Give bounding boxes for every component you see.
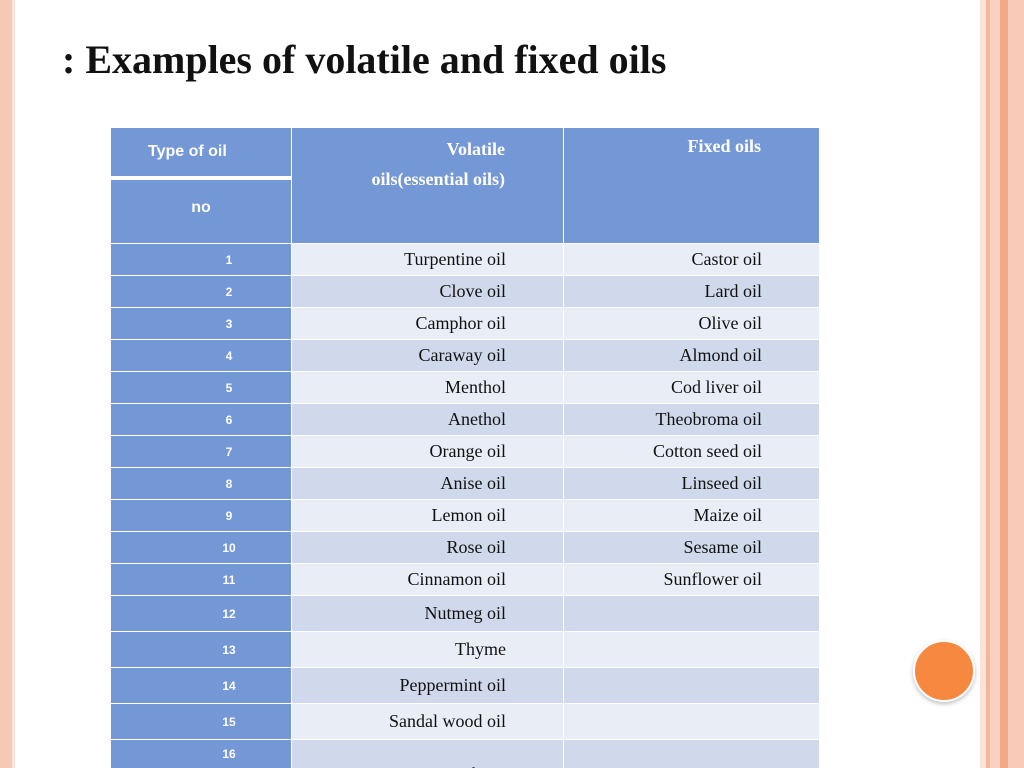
row-number: 2 xyxy=(110,275,292,308)
row-number: 12 xyxy=(110,595,292,632)
table-row: 16Terebene xyxy=(110,739,820,768)
fixed-oil-cell: Almond oil xyxy=(563,339,820,372)
fixed-oil-cell xyxy=(563,595,820,632)
volatile-oil-cell: Peppermint oil xyxy=(291,667,564,704)
volatile-oil-cell: Nutmeg oil xyxy=(291,595,564,632)
volatile-oil-cell: Clove oil xyxy=(291,275,564,308)
volatile-oil-cell: Terebene xyxy=(291,739,564,768)
fixed-oil-cell xyxy=(563,739,820,768)
table-row: 7 Orange oil Cotton seed oil xyxy=(110,435,820,468)
table-row: 10 Rose oil Sesame oil xyxy=(110,531,820,564)
row-number: 1 xyxy=(110,243,292,276)
table-header-row-2: no xyxy=(110,177,820,244)
volatile-oil-cell: Thyme xyxy=(291,631,564,668)
row-number: 13 xyxy=(110,631,292,668)
table-row: 6 Anethol Theobroma oil xyxy=(110,403,820,436)
row-number: 4 xyxy=(110,339,292,372)
row-number: 8 xyxy=(110,467,292,500)
volatile-oil-cell: Menthol xyxy=(291,371,564,404)
volatile-oil-cell: Anise oil xyxy=(291,467,564,500)
volatile-oil-cell: Cinnamon oil xyxy=(291,563,564,596)
fixed-oil-cell: Olive oil xyxy=(563,307,820,340)
table-row: 2 Clove oil Lard oil xyxy=(110,275,820,308)
table-row: 11 Cinnamon oil Sunflower oil xyxy=(110,563,820,596)
fixed-oil-cell: Sesame oil xyxy=(563,531,820,564)
table-row: 15 Sandal wood oil xyxy=(110,703,820,740)
table-row: 12 Nutmeg oil xyxy=(110,595,820,632)
orange-circle-decoration xyxy=(913,640,975,702)
row-number: 11 xyxy=(110,563,292,596)
header-volatile-line2: oils(essential oils) xyxy=(371,169,506,189)
row-number: 14 xyxy=(110,667,292,704)
fixed-oil-cell: Lard oil xyxy=(563,275,820,308)
volatile-oil-cell: Caraway oil xyxy=(291,339,564,372)
fixed-oil-cell: Castor oil xyxy=(563,243,820,276)
volatile-oil-cell: Turpentine oil xyxy=(291,243,564,276)
table-row: 4 Caraway oil Almond oil xyxy=(110,339,820,372)
fixed-oil-cell: Sunflower oil xyxy=(563,563,820,596)
table-row: 8 Anise oil Linseed oil xyxy=(110,467,820,500)
table-header-row: Type of oil Volatile oils(essential oils… xyxy=(110,127,820,244)
row-number: 7 xyxy=(110,435,292,468)
fixed-oil-cell xyxy=(563,703,820,740)
row-number: 6 xyxy=(110,403,292,436)
row-number: 3 xyxy=(110,307,292,340)
row-number: 5 xyxy=(110,371,292,404)
fixed-oil-cell xyxy=(563,667,820,704)
slide-title: : Examples of volatile and fixed oils xyxy=(62,37,667,82)
fixed-oil-cell: Theobroma oil xyxy=(563,403,820,436)
fixed-oil-cell: Linseed oil xyxy=(563,467,820,500)
fixed-oil-cell: Cotton seed oil xyxy=(563,435,820,468)
fixed-oil-cell xyxy=(563,631,820,668)
row-number: 10 xyxy=(110,531,292,564)
left-decorative-border-inner xyxy=(12,0,15,768)
left-decorative-border xyxy=(0,0,12,768)
table-row: 1 Turpentine oil Castor oil xyxy=(110,243,820,276)
table-row: 3 Camphor oil Olive oil xyxy=(110,307,820,340)
volatile-oil-cell: Rose oil xyxy=(291,531,564,564)
volatile-oil-cell: Sandal wood oil xyxy=(291,703,564,740)
fixed-oil-cell: Maize oil xyxy=(563,499,820,532)
table-row: 5 Menthol Cod liver oil xyxy=(110,371,820,404)
header-volatile-line1: Volatile xyxy=(446,139,505,159)
fixed-oil-cell: Cod liver oil xyxy=(563,371,820,404)
volatile-oil-cell: Lemon oil xyxy=(291,499,564,532)
header-no: no xyxy=(110,177,292,244)
oils-table: Type of oil Volatile oils(essential oils… xyxy=(110,127,820,768)
table-row: 9 Lemon oil Maize oil xyxy=(110,499,820,532)
volatile-oil-cell: Anethol xyxy=(291,403,564,436)
header-fixed-oils: Fixed oils xyxy=(563,127,820,244)
row-number: 15 xyxy=(110,703,292,740)
row-number: 16 xyxy=(110,739,292,768)
right-decorative-stripes xyxy=(980,0,1024,768)
header-volatile-oils: Volatile oils(essential oils) xyxy=(291,127,564,244)
row-number: 9 xyxy=(110,499,292,532)
volatile-oil-cell: Orange oil xyxy=(291,435,564,468)
volatile-oil-cell: Camphor oil xyxy=(291,307,564,340)
table-row: 13 Thyme xyxy=(110,631,820,668)
table-row: 14 Peppermint oil xyxy=(110,667,820,704)
header-type-of-oil: Type of oil xyxy=(110,127,292,180)
